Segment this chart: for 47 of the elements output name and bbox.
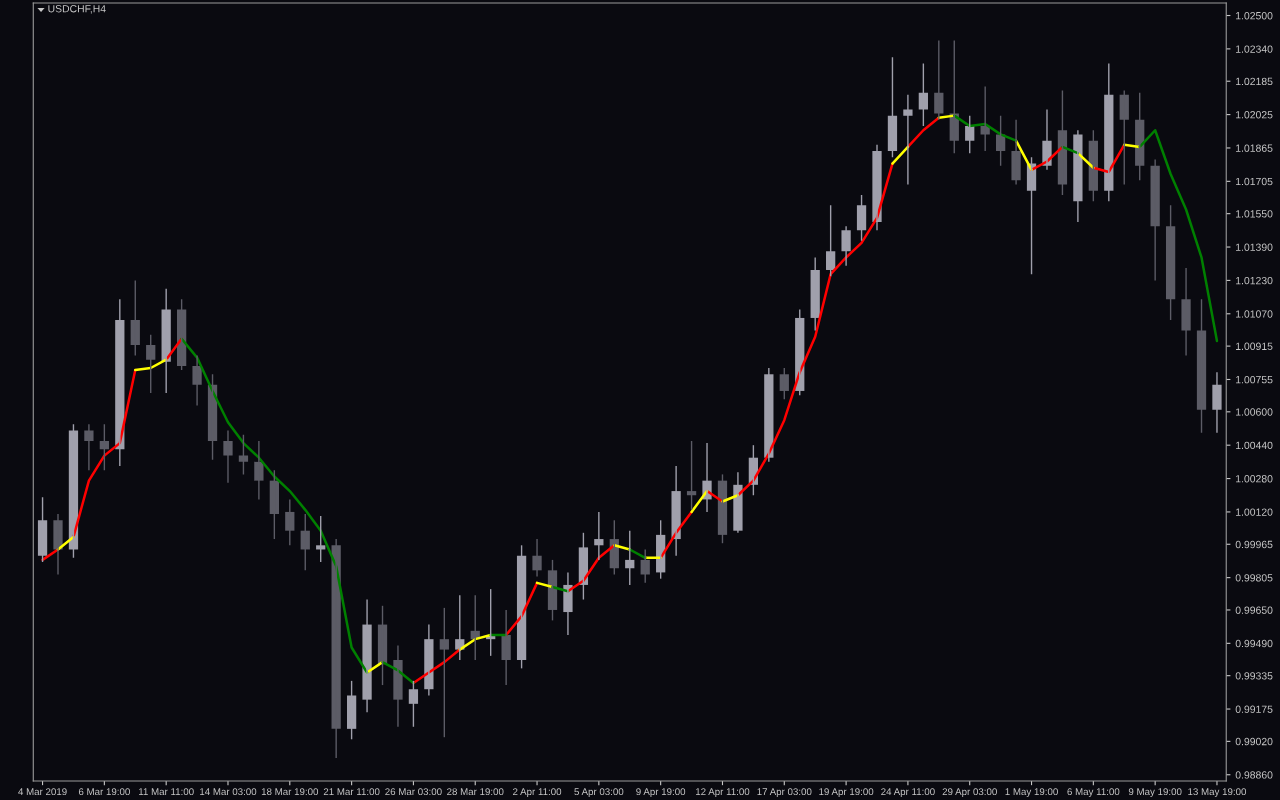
x-tick-label: 17 Apr 03:00 (757, 788, 812, 798)
y-tick-label: 1.02500 (1236, 12, 1273, 20)
y-tick-label: 1.00120 (1236, 508, 1273, 516)
y-tick-label: 1.00755 (1236, 375, 1273, 384)
x-tick-label: 9 May 19:00 (1128, 788, 1182, 798)
y-tick-label: 1.01705 (1236, 177, 1273, 186)
x-tick-label: 5 Apr 03:00 (574, 788, 624, 798)
x-tick-label: 29 Apr 03:00 (942, 788, 997, 798)
x-tick-label: 13 May 19:00 (1188, 788, 1247, 798)
y-tick-label: 1.00600 (1236, 408, 1273, 416)
x-tick-label: 11 Mar 11:00 (138, 788, 194, 796)
x-tick-label: 26 Mar 03:00 (385, 788, 442, 796)
y-tick-label: 0.99020 (1235, 737, 1273, 746)
y-tick-label: 0.99965 (1235, 540, 1273, 549)
y-tick-label: 1.02025 (1236, 111, 1273, 119)
y-tick-label: 1.00440 (1236, 441, 1273, 450)
y-tick-label: 1.00915 (1236, 342, 1273, 350)
x-tick-label: 9 Apr 19:00 (636, 788, 686, 798)
y-tick-label: 1.01550 (1236, 210, 1273, 218)
x-tick-label: 24 Apr 11:00 (881, 788, 935, 798)
y-tick-label: 0.98860 (1235, 771, 1273, 779)
y-tick-label: 1.02185 (1236, 77, 1273, 86)
y-tick-label: 1.01390 (1236, 243, 1273, 251)
y-tick-label: 1.01865 (1236, 144, 1273, 152)
y-tick-label: 0.99335 (1235, 672, 1273, 680)
x-tick-label: 2 Apr 11:00 (513, 788, 562, 798)
x-tick-label: 6 May 11:00 (1067, 788, 1120, 798)
chart-title: USDCHF,H4 (48, 5, 106, 14)
y-tick-label: 0.99650 (1235, 606, 1273, 614)
x-tick-label: 28 Mar 19:00 (447, 788, 504, 796)
candlestick (439, 607, 449, 738)
x-tick-label: 18 Mar 19:00 (261, 788, 319, 796)
candlestick (903, 94, 913, 186)
x-tick-label: 14 Mar 03:00 (200, 788, 257, 796)
x-tick-label: 6 Mar 19:00 (78, 788, 130, 796)
y-tick-label: 0.99490 (1235, 639, 1273, 648)
y-tick-label: 0.99805 (1235, 574, 1273, 582)
y-tick-label: 1.00280 (1236, 475, 1273, 483)
y-tick-label: 1.01070 (1236, 310, 1273, 318)
x-tick-label: 12 Apr 11:00 (696, 788, 750, 798)
y-tick-label: 1.02340 (1236, 45, 1273, 53)
x-tick-label: 4 Mar 2019 (18, 788, 67, 796)
y-tick-label: 1.01230 (1236, 276, 1273, 285)
x-tick-label: 21 Mar 11:00 (323, 788, 380, 796)
x-tick-label: 1 May 19:00 (1005, 788, 1058, 798)
y-tick-label: 0.99175 (1235, 705, 1273, 713)
x-tick-label: 19 Apr 19:00 (819, 788, 874, 798)
